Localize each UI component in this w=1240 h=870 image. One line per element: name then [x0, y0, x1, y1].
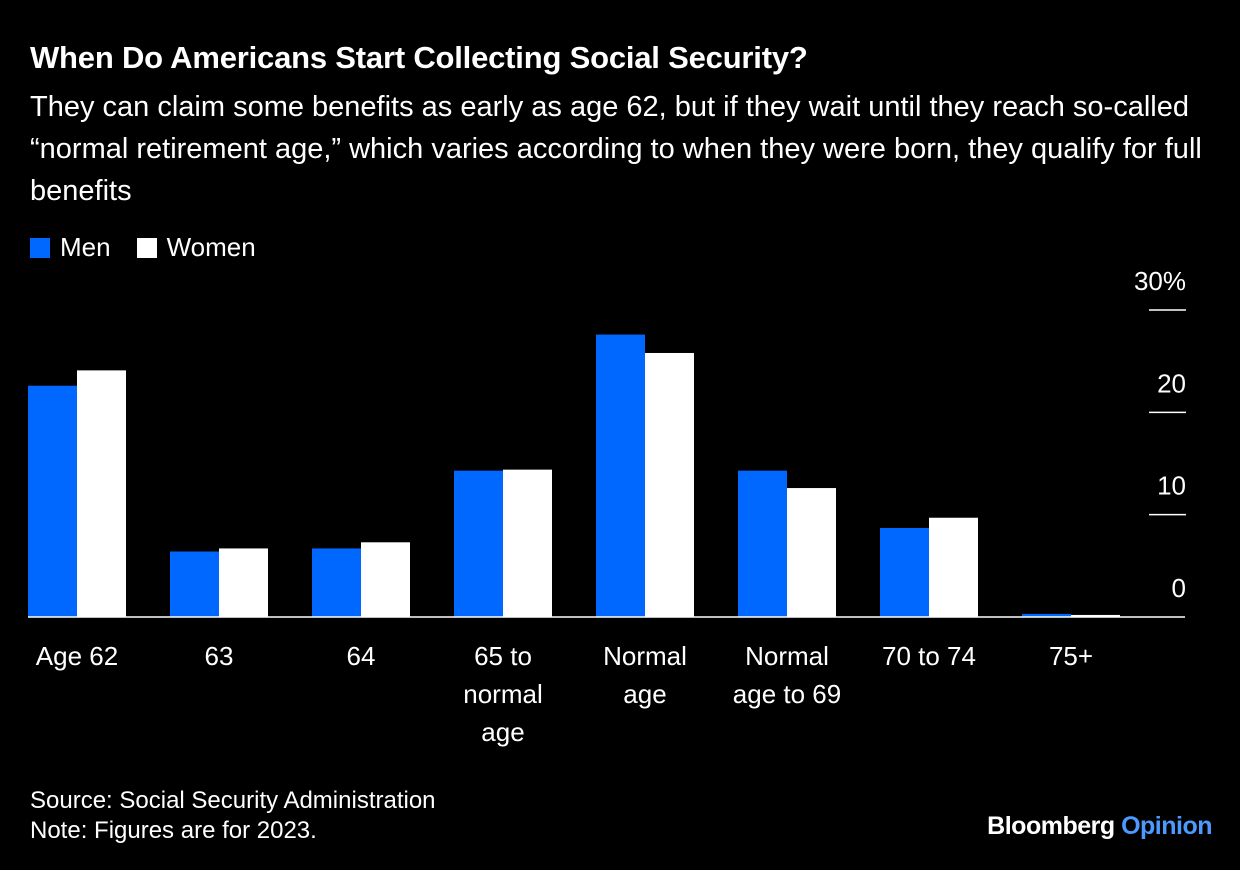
x-category-label: 63	[205, 641, 234, 671]
legend-label-women: Women	[166, 232, 256, 262]
x-category-label: Age 62	[36, 641, 118, 671]
legend-label-men: Men	[60, 232, 111, 262]
brand-logo: Bloomberg Opinion	[987, 812, 1212, 841]
x-category-label: 64	[347, 641, 376, 671]
bar-men	[170, 551, 219, 617]
bar-women	[929, 517, 978, 617]
bar-women	[645, 352, 694, 617]
chart-title: When Do Americans Start Collecting Socia…	[30, 40, 808, 75]
bar-women	[219, 548, 268, 617]
bar-men	[312, 548, 361, 617]
bar-men	[454, 470, 503, 617]
bar-chart: 0 10 20 30% Age 62 63 64 65 to normal age Normal ag…	[28, 266, 1186, 747]
bar-men	[738, 470, 787, 617]
source-note: Source: Social Security Administration	[30, 787, 436, 814]
bar-women	[1071, 614, 1120, 617]
bar-men	[1022, 613, 1071, 617]
bar-women	[77, 370, 126, 617]
bar-women	[787, 488, 836, 617]
figures-note: Note: Figures are for 2023.	[30, 817, 317, 844]
y-tick-label: 0	[1172, 573, 1186, 603]
x-category-label: Normal age to 69	[733, 641, 841, 709]
bar-men	[28, 385, 77, 617]
bar-women	[503, 469, 552, 617]
legend-item-women: Women	[136, 232, 256, 263]
legend-swatch-men	[30, 237, 50, 258]
bar-men	[596, 334, 645, 617]
legend: Men Women	[30, 232, 282, 263]
bar-women	[361, 542, 410, 617]
bar-men	[880, 527, 929, 617]
brand-accent: Opinion	[1121, 812, 1212, 840]
y-tick-label: 30%	[1134, 266, 1186, 296]
legend-item-men: Men	[30, 232, 111, 263]
x-category-label: 65 to normal age	[463, 641, 542, 747]
legend-swatch-women	[136, 237, 157, 258]
chart-subtitle: They can claim some benefits as early as…	[30, 91, 1202, 207]
brand-name: Bloomberg	[987, 812, 1115, 840]
footer: Source: Social Security Administration N…	[30, 786, 436, 846]
x-category-label: 70 to 74	[882, 641, 976, 671]
y-tick-label: 10	[1157, 471, 1186, 501]
x-category-label: 75+	[1049, 641, 1093, 671]
y-tick-label: 20	[1157, 368, 1186, 398]
x-category-label: Normal age	[603, 641, 687, 709]
